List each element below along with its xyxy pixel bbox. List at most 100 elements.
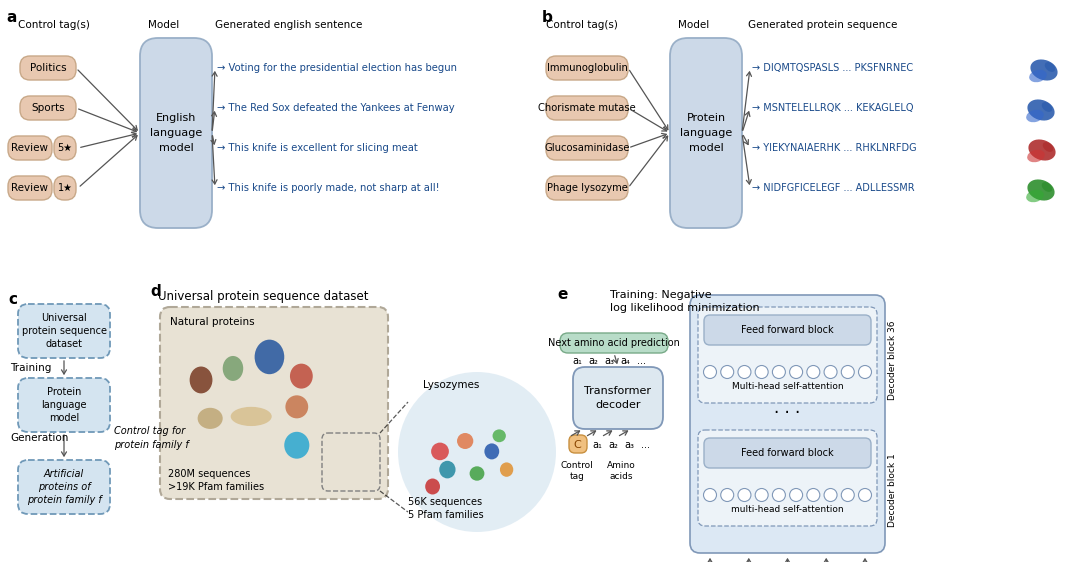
Text: Model: Model [148,20,179,30]
Text: a₁: a₁ [572,356,582,366]
Text: Glucosaminidase: Glucosaminidase [544,143,630,153]
Ellipse shape [285,395,308,418]
Ellipse shape [231,407,272,426]
Text: 56K sequences
5 Pfam families: 56K sequences 5 Pfam families [408,497,484,520]
FancyBboxPatch shape [573,367,663,429]
Text: Model: Model [678,20,710,30]
Text: 280M sequences
>19K Pfam families: 280M sequences >19K Pfam families [168,469,265,492]
Text: → This knife is excellent for slicing meat: → This knife is excellent for slicing me… [217,143,418,153]
FancyBboxPatch shape [698,430,877,526]
FancyBboxPatch shape [18,460,110,514]
Text: → Voting for the presidential election has begun: → Voting for the presidential election h… [217,63,457,73]
Ellipse shape [1030,60,1057,80]
Circle shape [755,488,768,501]
Ellipse shape [222,356,243,381]
FancyBboxPatch shape [546,176,627,200]
Text: → NIDFGFICELEGF ... ADLLESSMR: → NIDFGFICELEGF ... ADLLESSMR [752,183,915,193]
Text: a₃: a₃ [624,440,634,450]
Text: a₃: a₃ [604,356,615,366]
Circle shape [841,488,854,501]
Text: → DIQMTQSPASLS ... PKSFNRNEC: → DIQMTQSPASLS ... PKSFNRNEC [752,63,913,73]
Text: Generated protein sequence: Generated protein sequence [748,20,897,30]
Text: ...: ... [636,356,646,366]
Ellipse shape [1042,182,1052,192]
Circle shape [720,488,733,501]
Text: a₄: a₄ [620,356,630,366]
Ellipse shape [284,432,309,459]
Text: Control
tag: Control tag [561,461,593,481]
Circle shape [859,488,872,501]
Ellipse shape [440,461,456,478]
FancyBboxPatch shape [546,96,627,120]
Text: Feed forward block: Feed forward block [741,325,834,335]
Text: e: e [557,287,567,302]
Text: d: d [150,284,161,299]
FancyBboxPatch shape [8,176,52,200]
Ellipse shape [457,433,473,449]
Text: Politics: Politics [29,63,66,73]
Text: English
language
model: English language model [150,113,202,153]
Text: Amino
acids: Amino acids [607,461,635,481]
Ellipse shape [485,443,499,459]
Text: Protein
language
model: Protein language model [680,113,732,153]
FancyBboxPatch shape [704,315,870,345]
Ellipse shape [399,372,556,532]
Text: · · ·: · · · [774,404,800,422]
FancyBboxPatch shape [569,435,588,453]
Circle shape [772,365,785,378]
Ellipse shape [492,429,505,442]
Circle shape [703,365,716,378]
Text: a: a [6,10,16,25]
Ellipse shape [255,339,284,374]
Text: ...: ... [640,440,649,450]
Text: Protein
language
model: Protein language model [41,387,86,423]
Text: 1★: 1★ [57,183,72,193]
Circle shape [824,365,837,378]
Text: Universal
protein sequence
dataset: Universal protein sequence dataset [22,313,107,349]
Text: Chorismate mutase: Chorismate mutase [538,103,636,113]
Text: Training: Training [10,363,52,373]
Text: Next amino acid prediction: Next amino acid prediction [548,338,680,348]
Ellipse shape [500,463,513,477]
Text: Multi-head self-attention: Multi-head self-attention [731,382,843,391]
Circle shape [807,488,820,501]
FancyBboxPatch shape [54,136,76,160]
Circle shape [789,488,802,501]
FancyBboxPatch shape [160,307,388,499]
FancyBboxPatch shape [8,136,52,160]
Ellipse shape [1044,62,1055,72]
Text: a₂: a₂ [589,356,598,366]
Text: C: C [573,440,581,450]
Text: c: c [8,292,17,307]
Text: Generation: Generation [10,433,68,443]
Ellipse shape [1029,70,1047,82]
FancyBboxPatch shape [140,38,212,228]
Ellipse shape [1027,149,1044,162]
Text: → This knife is poorly made, not sharp at all!: → This knife is poorly made, not sharp a… [217,183,440,193]
Ellipse shape [1027,179,1054,201]
Ellipse shape [1026,190,1044,202]
FancyBboxPatch shape [18,378,110,432]
Text: Decoder block 36: Decoder block 36 [888,320,897,400]
Text: Sports: Sports [31,103,65,113]
Text: → MSNTELELLRQK ... KEKAGLELQ: → MSNTELELLRQK ... KEKAGLELQ [752,103,914,113]
Ellipse shape [1028,139,1055,161]
Text: Control tag for
protein family f: Control tag for protein family f [114,427,189,450]
Text: Control tag(s): Control tag(s) [18,20,90,30]
FancyBboxPatch shape [546,56,627,80]
Ellipse shape [1027,99,1054,120]
Circle shape [859,365,872,378]
Text: Generated english sentence: Generated english sentence [215,20,363,30]
Circle shape [738,365,751,378]
Ellipse shape [470,466,485,481]
Text: 5★: 5★ [57,143,72,153]
Text: Training: Negative
log likelihood minimization: Training: Negative log likelihood minimi… [610,290,759,313]
Text: Decoder block 1: Decoder block 1 [888,453,897,527]
Text: → YIEKYNAIAERHK ... RHKLNRFDG: → YIEKYNAIAERHK ... RHKLNRFDG [752,143,917,153]
Text: Immunoglobulin: Immunoglobulin [546,63,627,73]
Circle shape [789,365,802,378]
Text: Natural proteins: Natural proteins [170,317,255,327]
Text: Phage lysozyme: Phage lysozyme [546,183,627,193]
Text: Artificial
proteins of
protein family f: Artificial proteins of protein family f [27,469,102,505]
Ellipse shape [431,443,449,460]
